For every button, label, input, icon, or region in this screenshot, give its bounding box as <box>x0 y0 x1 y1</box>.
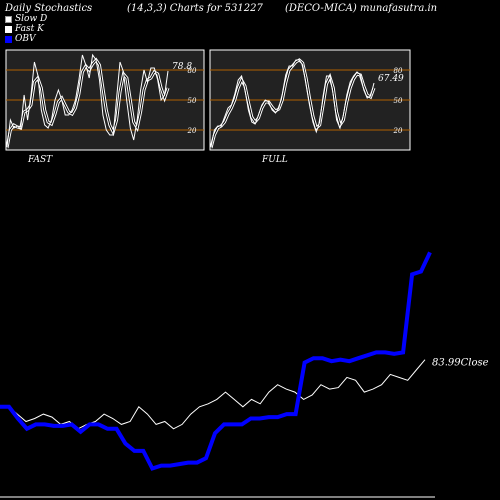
legend-obv: OBV <box>5 34 36 44</box>
legend-swatch-slow <box>5 15 12 23</box>
close-last-label: 83.99Close <box>432 358 489 369</box>
full-level-label-50: 50 <box>394 97 403 105</box>
obv-line <box>0 251 432 471</box>
legend-swatch-fast <box>5 25 12 33</box>
fast-level-label-80: 80 <box>188 67 197 75</box>
legend-label-fast: Fast K <box>15 24 44 34</box>
chart-title: Daily Stochastics <box>5 3 93 14</box>
legend-slow-d: Slow D <box>5 14 47 24</box>
fast-last-value-label: 78.8 <box>172 62 192 72</box>
site-label: (DECO-MICA) munafasutra.in <box>285 3 438 14</box>
full-level-label-20: 20 <box>393 127 403 135</box>
close-price-line <box>0 359 426 430</box>
legend-label-slow: Slow D <box>15 14 48 24</box>
legend-label-obv: OBV <box>15 34 36 44</box>
chart-params: (14,3,3) Charts for 531227 <box>127 3 263 14</box>
fast-panel-title: FAST <box>27 155 53 165</box>
full-level-label-80: 80 <box>394 67 403 75</box>
full-last-value-label: 67.49 <box>378 74 404 84</box>
fast-slow-d-line <box>6 59 169 149</box>
full-panel-title: FULL <box>261 155 288 165</box>
fast-level-label-50: 50 <box>188 97 197 105</box>
fast-fast-k-line <box>6 53 169 148</box>
legend-swatch-obv <box>5 35 12 43</box>
full-fast-k-line <box>210 59 375 148</box>
fast-level-label-20: 20 <box>187 127 197 135</box>
legend-fast-k: Fast K <box>5 24 44 34</box>
